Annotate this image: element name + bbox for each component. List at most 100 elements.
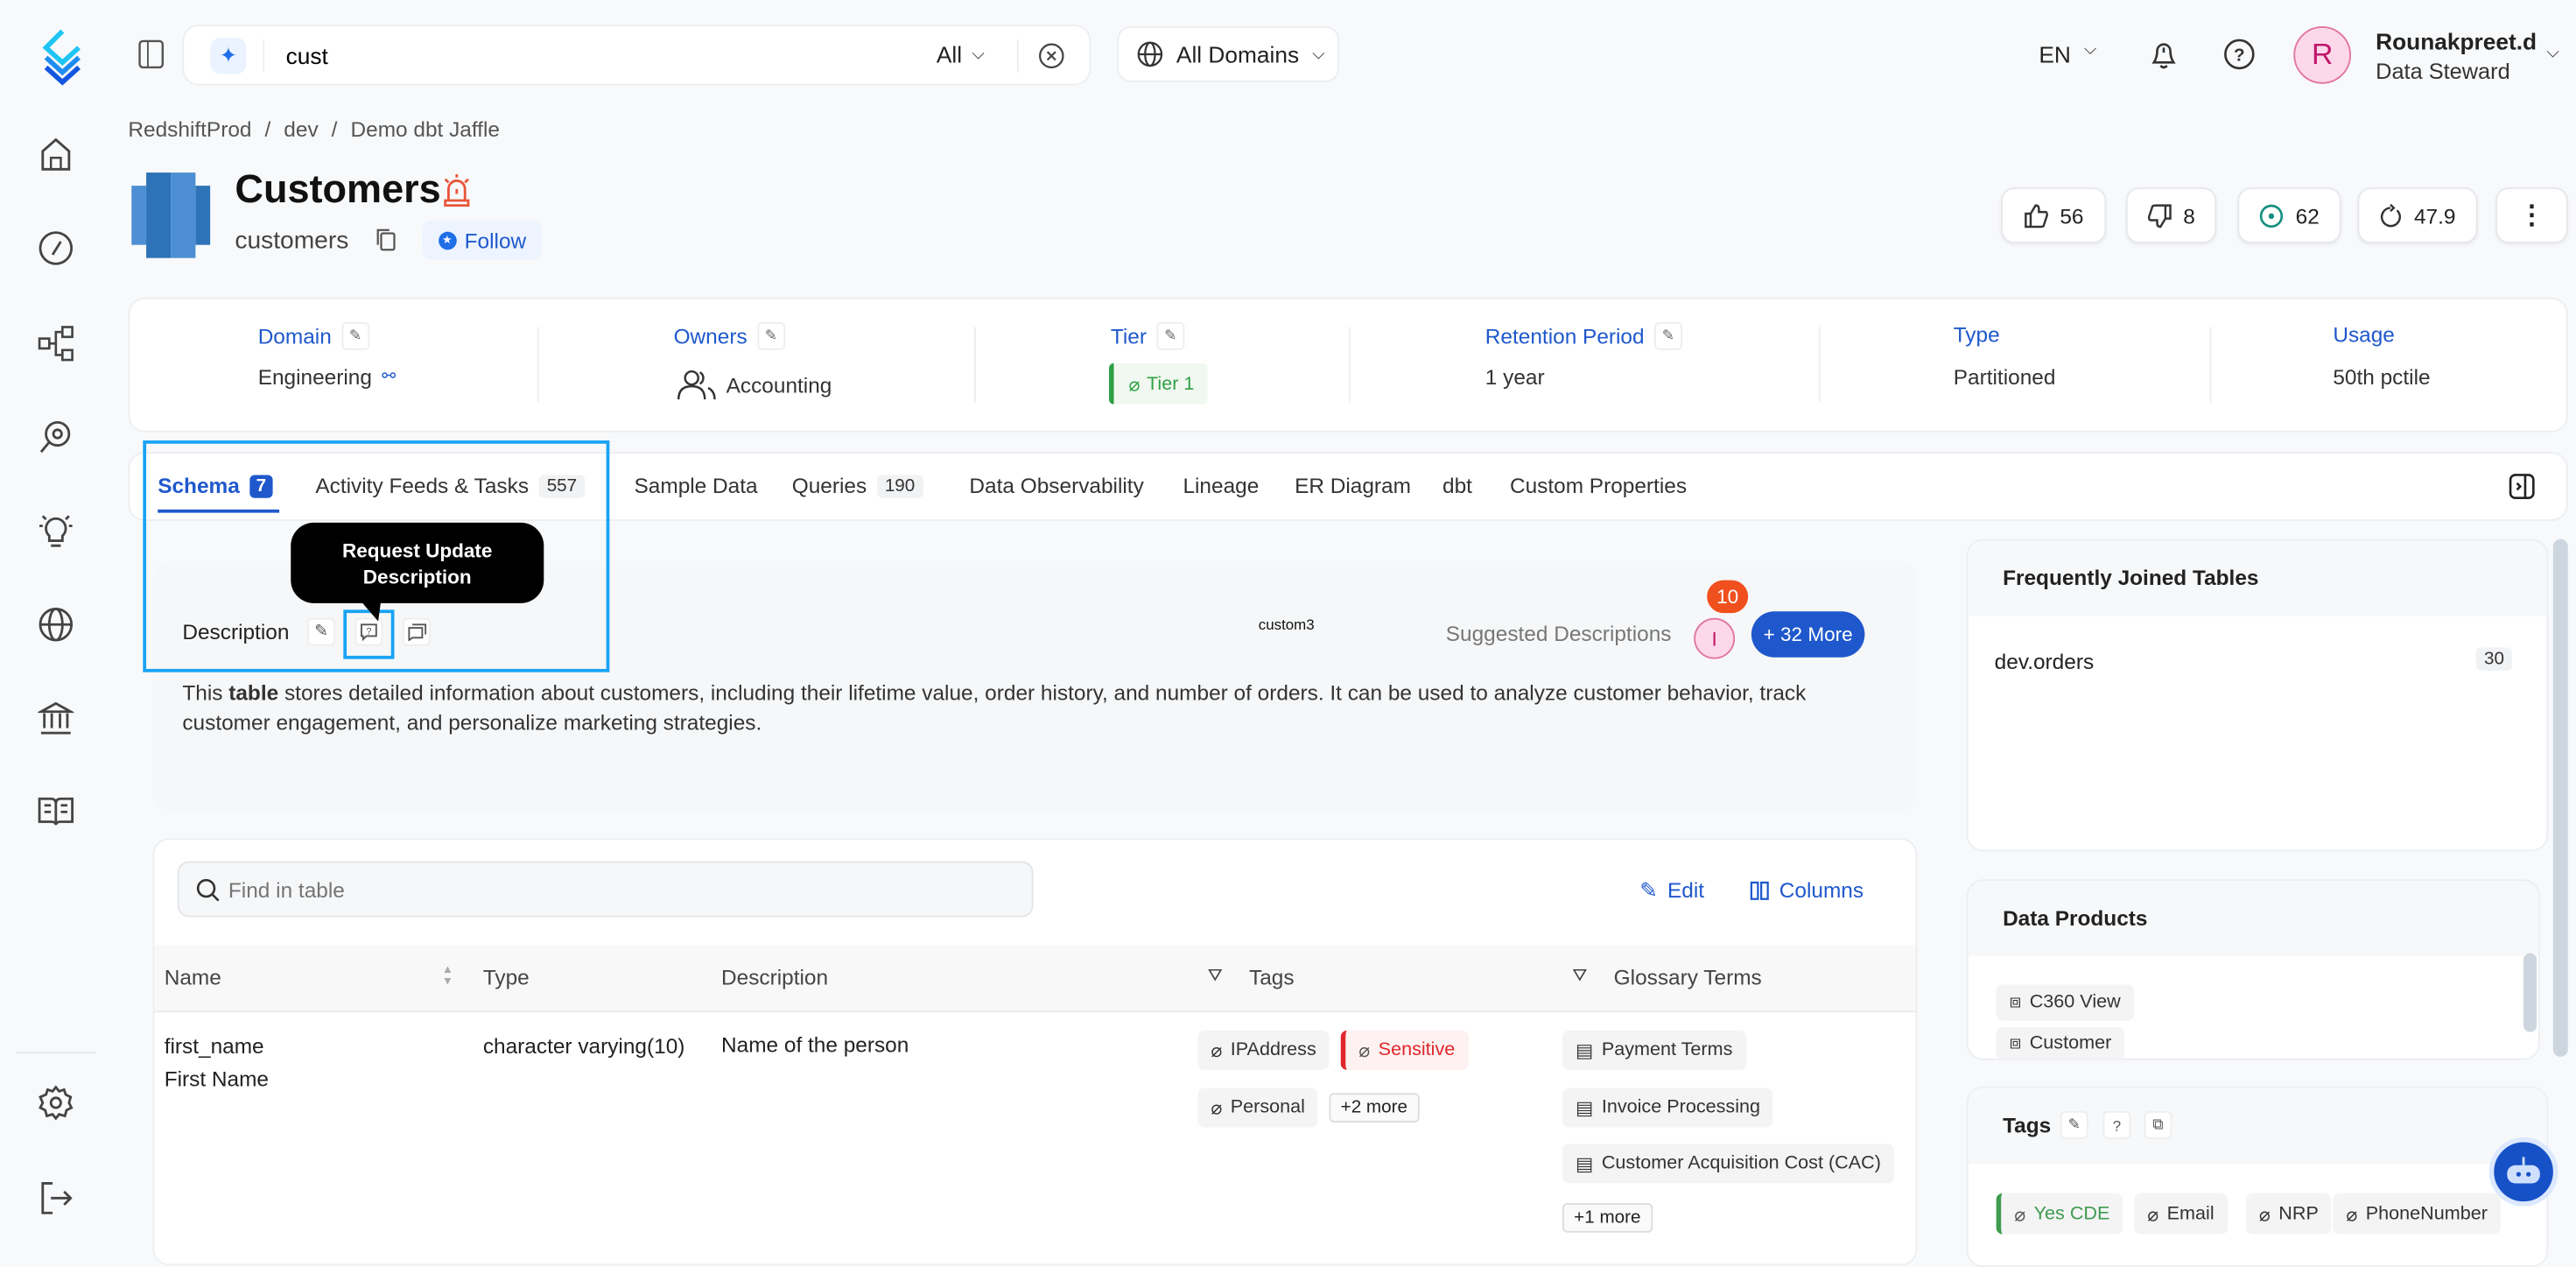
breadcrumb-item[interactable]: dev <box>284 116 319 142</box>
edit-button[interactable]: ✎ Edit <box>1639 877 1704 904</box>
edit-description-pencil-icon[interactable]: ✎ <box>306 617 335 646</box>
tags-card: Tags ✎ ? ⧉ ⌀ Yes CDE ⌀ Email ⌀ NRP ⌀ PhoneNu… <box>1966 1086 2549 1267</box>
tag-label: Personal <box>1230 1097 1305 1118</box>
downvote-button[interactable]: 8 <box>2125 187 2217 243</box>
right-panel-scrollbar[interactable] <box>2552 538 2568 1057</box>
domains-globe-icon[interactable] <box>36 605 75 644</box>
tier-tag[interactable]: ⌀ Tier 1 <box>1108 363 1208 405</box>
tag-chip[interactable]: ⌀ NRP <box>2245 1193 2332 1235</box>
followers-button[interactable]: 62 <box>2237 187 2341 243</box>
logout-icon[interactable] <box>36 1179 75 1218</box>
request-update-description-icon[interactable]: ? <box>354 617 383 646</box>
find-in-table-search[interactable] <box>177 861 1034 918</box>
alert-siren-icon[interactable] <box>437 169 476 208</box>
data-product-chip[interactable]: ⧈ Customer <box>1996 1027 2125 1059</box>
tag-chip-sensitive[interactable]: ⌀ Sensitive <box>1340 1030 1469 1070</box>
edit-pencil-icon[interactable]: ✎ <box>1156 321 1185 350</box>
data-product-label: C360 View <box>2029 992 2121 1013</box>
glossary-term-chip[interactable]: ▤ Customer Acquisition Cost (CAC) <box>1562 1144 1894 1184</box>
observability-icon[interactable] <box>36 418 75 457</box>
home-icon[interactable] <box>36 135 75 174</box>
header-label: Tags <box>1248 964 1295 989</box>
joined-table-link[interactable]: dev.orders <box>1994 649 2095 674</box>
ai-sparkle-icon[interactable]: ✦ <box>210 38 247 74</box>
breadcrumb-item[interactable]: RedshiftProd <box>128 116 252 142</box>
data-product-chip[interactable]: ⧈ C360 View <box>1996 984 2134 1021</box>
conversation-icon[interactable] <box>402 617 431 646</box>
language-select[interactable]: EN ⌵ <box>2039 41 2096 67</box>
edit-pencil-icon[interactable]: ✎ <box>756 321 785 350</box>
request-tags-icon[interactable]: ? <box>2102 1110 2131 1139</box>
search-filter-select[interactable]: All ⌵ <box>937 41 985 71</box>
collapse-panel-icon[interactable] <box>2507 472 2537 502</box>
column-name[interactable]: first_name <box>164 1033 264 1059</box>
lineage-icon[interactable] <box>36 324 75 363</box>
tag-label: Sensitive <box>1378 1040 1456 1060</box>
filter-icon[interactable]: ⛛ <box>1207 966 1223 987</box>
sort-icon[interactable]: ▲ ▼ <box>441 964 453 989</box>
help-icon[interactable]: ? <box>2222 36 2257 72</box>
edit-tags-pencil-icon[interactable]: ✎ <box>2060 1110 2088 1139</box>
version-button[interactable]: 47.9 <box>2357 187 2478 243</box>
conversation-icon[interactable]: ⧉ <box>2144 1110 2172 1139</box>
clear-search-icon[interactable] <box>1036 41 1066 71</box>
retention-period-value: 1 year <box>1485 364 1545 390</box>
tag-icon: ⌀ <box>2147 1205 2159 1226</box>
domain-select[interactable]: All Domains ⌵ <box>1117 26 1339 82</box>
user-menu-chevron-icon[interactable]: ⌵ <box>2546 44 2559 63</box>
copy-icon[interactable] <box>373 225 399 255</box>
domain-link-icon: ⚯ <box>382 368 396 387</box>
owners-value[interactable]: Accounting <box>677 368 832 401</box>
notifications-bell-icon[interactable] <box>2145 36 2181 72</box>
tab-schema[interactable]: Schema 7 <box>158 474 273 498</box>
more-glossary-button[interactable]: +1 more <box>1562 1202 1653 1233</box>
edit-pencil-icon[interactable]: ✎ <box>341 321 369 350</box>
tier-label-text: Tier <box>1110 323 1147 348</box>
user-avatar[interactable]: R <box>2293 26 2351 84</box>
suggestion-avatar[interactable]: I <box>1694 617 1736 659</box>
tab-dbt[interactable]: dbt <box>1442 474 1472 498</box>
tab-lineage[interactable]: Lineage <box>1183 474 1259 498</box>
glossary-book-icon[interactable] <box>36 792 75 832</box>
breadcrumb-item[interactable]: Demo dbt Jaffle <box>350 116 500 142</box>
tab-queries[interactable]: Queries 190 <box>792 474 923 498</box>
tab-sample-data[interactable]: Sample Data <box>635 474 758 498</box>
insights-bulb-icon[interactable] <box>36 511 75 551</box>
column-header-name[interactable]: Name <box>165 965 221 989</box>
more-suggestions-button[interactable]: + 32 More <box>1751 611 1865 658</box>
version-number: 47.9 <box>2413 202 2456 228</box>
domain-value[interactable]: Engineering ⚯ <box>258 365 396 390</box>
tag-label: PhoneNumber <box>2365 1203 2488 1224</box>
tag-chip[interactable]: ⌀ IPAddress <box>1197 1030 1330 1070</box>
settings-gear-icon[interactable] <box>36 1083 75 1123</box>
tab-custom-properties[interactable]: Custom Properties <box>1510 474 1687 498</box>
follow-button[interactable]: ★ Follow <box>422 220 543 260</box>
tag-chip[interactable]: ⌀ PhoneNumber <box>2333 1193 2501 1235</box>
explore-compass-icon[interactable] <box>36 229 75 268</box>
columns-button[interactable]: Columns <box>1750 877 1864 902</box>
more-options-button[interactable]: ⋮ <box>2495 187 2568 243</box>
tab-data-observability[interactable]: Data Observability <box>969 474 1143 498</box>
sidebar-toggle-icon[interactable] <box>135 38 168 71</box>
data-products-scrollbar[interactable] <box>2523 953 2537 1032</box>
tag-chip[interactable]: ⌀ Personal <box>1197 1088 1318 1128</box>
tag-label: NRP <box>2278 1203 2319 1224</box>
glossary-term-chip[interactable]: ▤ Invoice Processing <box>1562 1088 1774 1128</box>
tag-chip[interactable]: ⌀ Email <box>2134 1193 2228 1235</box>
app-logo-icon[interactable] <box>33 26 93 86</box>
filter-icon[interactable]: ⛛ <box>1572 966 1588 987</box>
tab-activity-feeds[interactable]: Activity Feeds & Tasks 557 <box>315 474 586 498</box>
search-input[interactable] <box>285 39 910 73</box>
edit-pencil-icon[interactable]: ✎ <box>1653 321 1682 350</box>
tab-er-diagram[interactable]: ER Diagram <box>1295 474 1411 498</box>
type-value: Partitioned <box>1953 364 2056 390</box>
more-tags-button[interactable]: +2 more <box>1329 1093 1420 1123</box>
upvote-button[interactable]: 56 <box>2001 187 2107 243</box>
global-search-bar[interactable]: ✦ All ⌵ <box>182 25 1091 86</box>
find-in-table-input[interactable] <box>228 874 985 904</box>
tag-chip-yes-cde[interactable]: ⌀ Yes CDE <box>1996 1193 2123 1235</box>
chatbot-assistant-button[interactable] <box>2488 1137 2558 1207</box>
owners-label-text: Owners <box>673 323 748 348</box>
governance-bank-icon[interactable] <box>36 699 75 738</box>
glossary-term-chip[interactable]: ▤ Payment Terms <box>1562 1030 1746 1070</box>
